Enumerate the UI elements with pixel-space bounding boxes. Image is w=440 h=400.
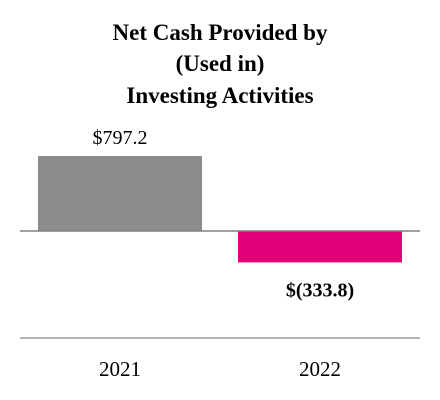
- chart-title-line-2: (Used in): [176, 51, 265, 76]
- chart-title-line-1: Net Cash Provided by: [113, 20, 328, 45]
- x-tick-label-2022: 2022: [299, 357, 341, 381]
- plot-area: $797.2 $(333.8) 2021 2022: [20, 127, 420, 381]
- bar-2022: [238, 231, 402, 263]
- data-label-2022: $(333.8): [286, 279, 354, 301]
- chart-title-line-3: Investing Activities: [126, 83, 313, 108]
- data-label-2021: $797.2: [93, 127, 148, 149]
- chart-title: Net Cash Provided by (Used in) Investing…: [113, 20, 328, 108]
- bar-2021: [38, 156, 202, 231]
- x-tick-label-2021: 2021: [99, 357, 141, 381]
